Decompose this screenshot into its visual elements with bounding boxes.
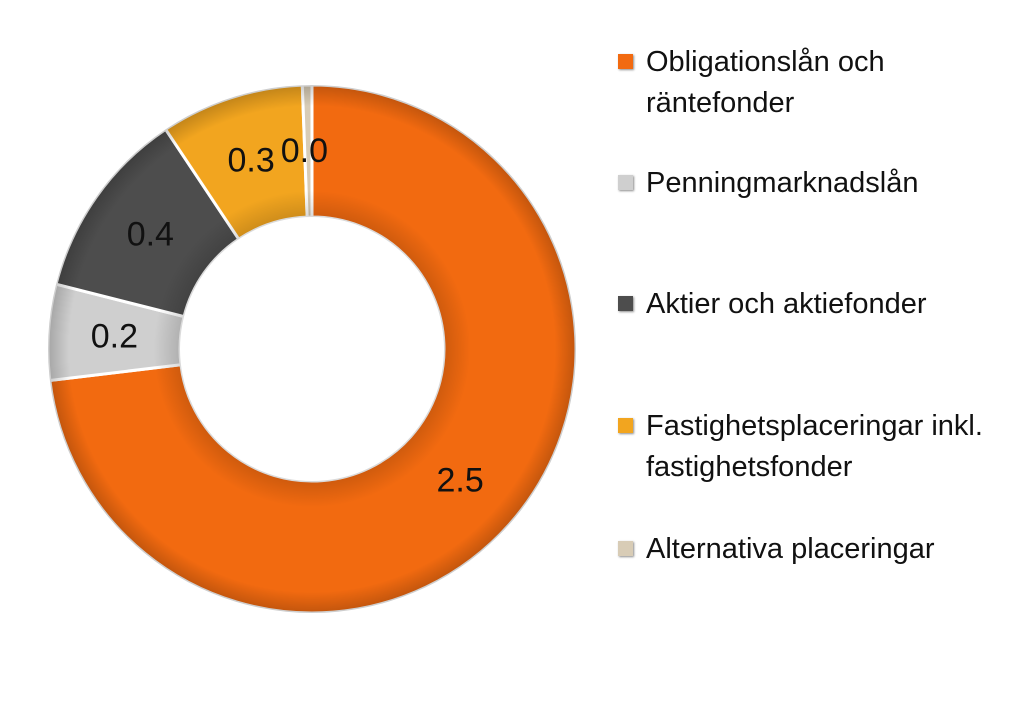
legend-item-obligationslan: Obligationslån och räntefonder	[618, 42, 986, 124]
donut-chart-svg: 2.5 0.2 0.4 0.3 0.0	[46, 83, 578, 615]
legend-swatch-aktier	[618, 296, 633, 311]
data-label-penningmarknadslan: 0.2	[91, 317, 138, 355]
legend-label-aktier: Aktier och aktiefonder	[646, 288, 927, 320]
legend-swatch-fastighetsplaceringar	[618, 418, 633, 433]
legend-swatch-obligationslan	[618, 54, 633, 69]
legend-item-fastighetsplaceringar: Fastighetsplaceringar inkl. fastighetsfo…	[618, 406, 986, 488]
data-label-obligationslan: 2.5	[436, 461, 483, 499]
legend-label-penningmarknadslan: Penningmarknadslån	[646, 167, 919, 199]
legend-label-fastighetsplaceringar: Fastighetsplaceringar inkl. fastighetsfo…	[646, 410, 983, 483]
donut-chart: 2.5 0.2 0.4 0.3 0.0	[46, 83, 578, 615]
legend-label-alternativa: Alternativa placeringar	[646, 533, 935, 565]
chart-legend: Obligationslån och räntefonder Penningma…	[618, 0, 1008, 712]
data-label-alternativa: 0.0	[281, 132, 328, 170]
data-label-aktier: 0.4	[127, 216, 174, 254]
legend-item-alternativa: Alternativa placeringar	[618, 529, 986, 570]
data-label-fastighetsplaceringar: 0.3	[228, 142, 275, 180]
legend-swatch-alternativa	[618, 541, 633, 556]
legend-label-obligationslan: Obligationslån och räntefonder	[646, 46, 885, 119]
legend-item-penningmarknadslan: Penningmarknadslån	[618, 163, 986, 204]
legend-swatch-penningmarknadslan	[618, 175, 633, 190]
legend-item-aktier: Aktier och aktiefonder	[618, 284, 986, 325]
